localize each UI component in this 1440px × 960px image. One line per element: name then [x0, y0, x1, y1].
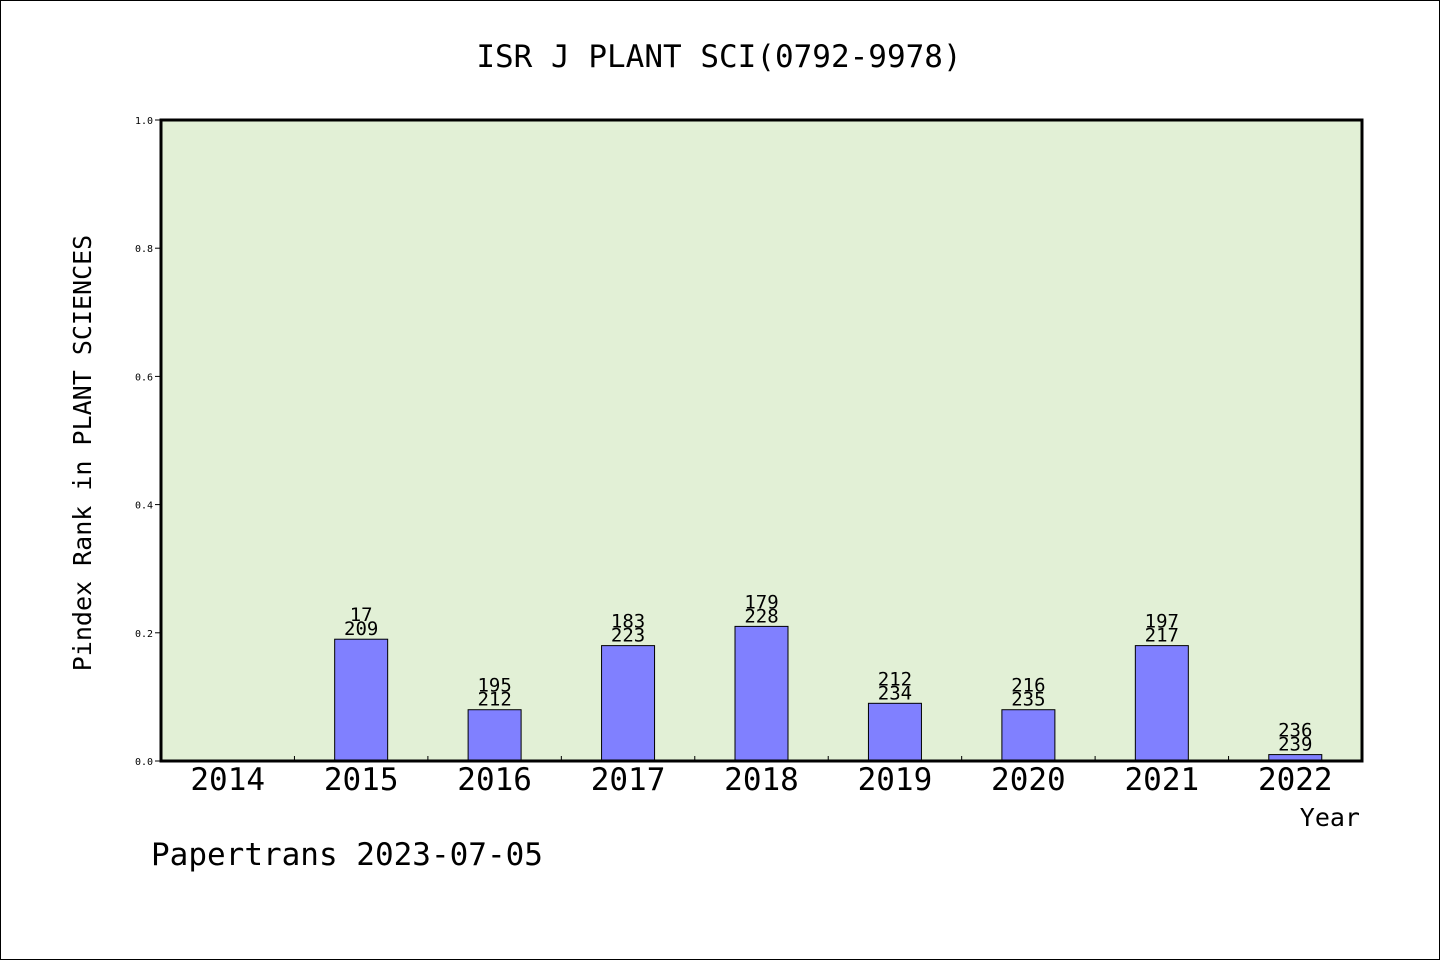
data-label-bottom: 209 [344, 618, 378, 640]
y-tick-label: 0.0 [135, 757, 153, 768]
data-label-top: 183 [611, 611, 645, 633]
data-label-bottom: 235 [1011, 689, 1045, 711]
data-label-bottom: 228 [744, 605, 778, 627]
x-tick-label: 2016 [457, 762, 532, 798]
y-tick-label: 0.6 [135, 372, 153, 383]
x-tick-label: 2015 [324, 762, 399, 798]
x-tick-label: 2022 [1258, 762, 1333, 798]
y-tick-label: 0.2 [135, 629, 153, 640]
data-label-top: 17 [350, 604, 373, 626]
data-label-bottom: 223 [611, 625, 645, 647]
data-label-top: 179 [744, 591, 778, 613]
y-tick-label: 0.8 [135, 244, 153, 255]
data-label-top: 212 [878, 668, 912, 690]
x-tick-label: 2017 [591, 762, 666, 798]
footer-credit: Papertrans 2023-07-05 [151, 837, 543, 873]
x-axis: 2014 2015 2016 2017 2018 2019 2020 2021 2022 [190, 756, 1333, 798]
chart-title: ISR J PLANT SCI(0792-9978) [476, 39, 961, 75]
data-label-top: 236 [1278, 720, 1312, 742]
x-tick-label: 2018 [724, 762, 799, 798]
data-label-bottom: 239 [1278, 734, 1312, 756]
x-tick-label: 2014 [190, 762, 265, 798]
x-tick-label: 2021 [1125, 762, 1200, 798]
data-label-bottom: 234 [878, 682, 912, 704]
bar-2019 [867, 702, 922, 762]
bar-2020 [1001, 709, 1056, 762]
data-label-top: 195 [477, 675, 511, 697]
y-axis: 0.0 0.2 0.4 0.6 0.8 1.0 [135, 116, 161, 768]
bar-2017 [601, 645, 656, 762]
data-label-top: 216 [1011, 675, 1045, 697]
bar-2018 [734, 625, 789, 762]
y-tick-label: 0.4 [135, 501, 153, 512]
data-label-bottom: 217 [1145, 625, 1179, 647]
bar-2021 [1134, 645, 1189, 762]
data-label-top: 197 [1145, 611, 1179, 633]
bar-2016 [467, 709, 522, 762]
y-axis-label: Pindex Rank in PLANT SCIENCES [68, 235, 97, 672]
y-tick-label: 1.0 [135, 116, 153, 127]
bar-2015 [334, 638, 389, 762]
plot-border [159, 118, 1364, 763]
data-label-bottom: 212 [477, 689, 511, 711]
x-tick-label: 2020 [991, 762, 1066, 798]
x-tick-label: 2019 [858, 762, 933, 798]
x-axis-label: Year [1300, 803, 1360, 832]
